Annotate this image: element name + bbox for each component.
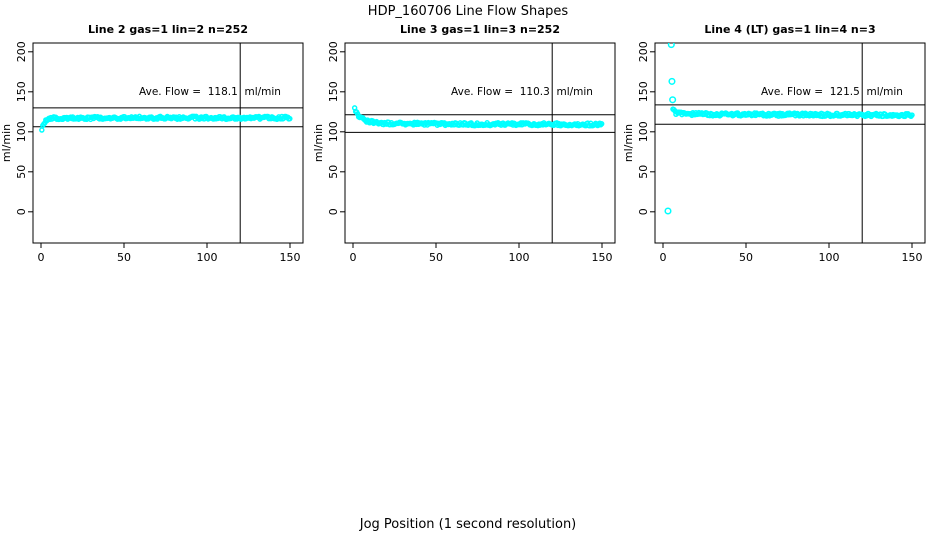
- svg-text:50: 50: [327, 165, 340, 179]
- svg-text:50: 50: [429, 251, 443, 264]
- figure-xlabel: Jog Position (1 second resolution): [359, 517, 577, 532]
- svg-text:0: 0: [637, 208, 650, 215]
- svg-text:200: 200: [15, 41, 28, 62]
- svg-text:100: 100: [327, 121, 340, 142]
- panel-1-ave-flow-annotation: Ave. Flow = 118.1 ml/min: [139, 86, 281, 98]
- figure-title: HDP_160706 Line Flow Shapes: [367, 4, 569, 19]
- svg-text:150: 150: [327, 81, 340, 102]
- svg-text:150: 150: [592, 251, 613, 264]
- svg-text:100: 100: [197, 251, 218, 264]
- svg-text:0: 0: [38, 251, 45, 264]
- svg-text:100: 100: [509, 251, 530, 264]
- panel-3-ave-flow-annotation: Ave. Flow = 121.5 ml/min: [761, 86, 903, 98]
- svg-text:200: 200: [637, 41, 650, 62]
- svg-text:200: 200: [327, 41, 340, 62]
- svg-text:0: 0: [350, 251, 357, 264]
- svg-text:150: 150: [637, 81, 650, 102]
- svg-text:100: 100: [15, 121, 28, 142]
- svg-text:0: 0: [327, 208, 340, 215]
- svg-text:100: 100: [637, 121, 650, 142]
- svg-text:100: 100: [819, 251, 840, 264]
- svg-text:50: 50: [15, 165, 28, 179]
- panel-2-ave-flow-annotation: Ave. Flow = 110.3 ml/min: [451, 86, 593, 98]
- svg-text:50: 50: [637, 165, 650, 179]
- svg-text:50: 50: [117, 251, 131, 264]
- svg-text:0: 0: [660, 251, 667, 264]
- svg-text:150: 150: [902, 251, 923, 264]
- svg-text:150: 150: [15, 81, 28, 102]
- panel-2-title: Line 3 gas=1 lin=3 n=252: [399, 23, 560, 36]
- svg-text:50: 50: [739, 251, 753, 264]
- svg-text:0: 0: [15, 208, 28, 215]
- panel-3-title: Line 4 (LT) gas=1 lin=4 n=3: [704, 23, 876, 36]
- panel-1-title: Line 2 gas=1 lin=2 n=252: [87, 23, 248, 36]
- svg-text:150: 150: [280, 251, 301, 264]
